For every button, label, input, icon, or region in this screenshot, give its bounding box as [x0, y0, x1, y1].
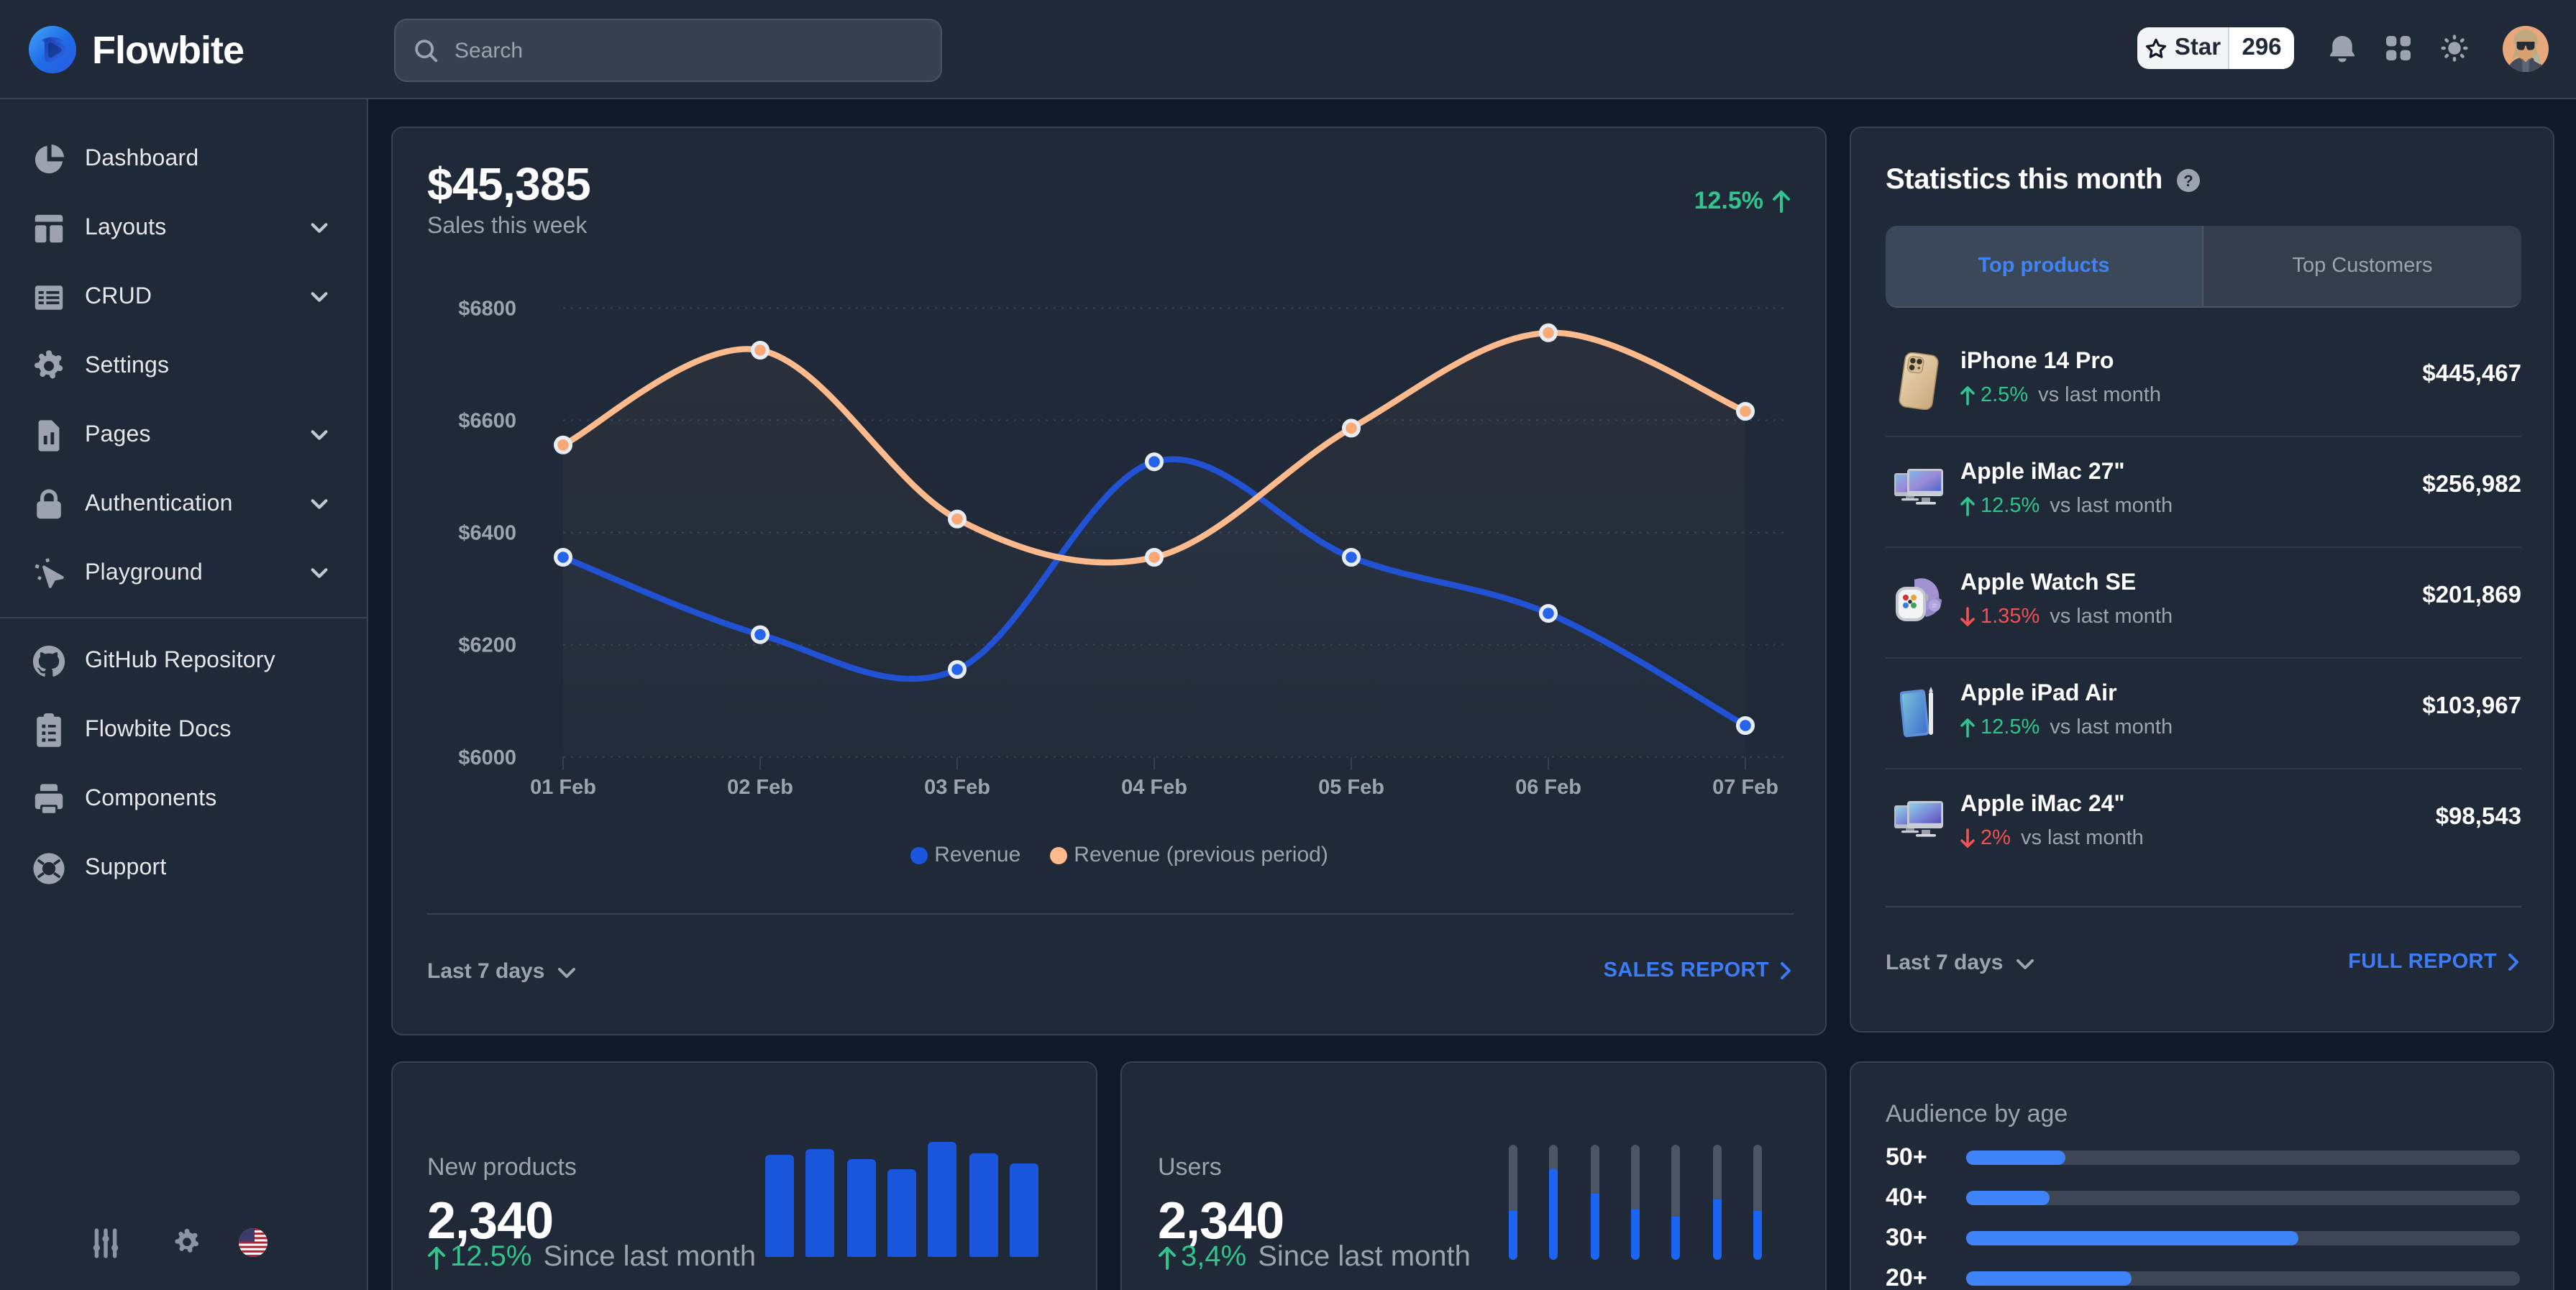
svg-text:$6600: $6600 [458, 409, 516, 432]
svg-text:06 Feb: 06 Feb [1515, 776, 1581, 799]
svg-text:04 Feb: 04 Feb [1121, 776, 1187, 799]
svg-text:$6400: $6400 [458, 522, 516, 545]
svg-text:$6000: $6000 [458, 746, 516, 769]
svg-text:07 Feb: 07 Feb [1712, 776, 1778, 799]
svg-text:$6200: $6200 [458, 634, 516, 657]
svg-text:03 Feb: 03 Feb [924, 776, 990, 799]
svg-text:$6800: $6800 [458, 297, 516, 320]
svg-text:02 Feb: 02 Feb [727, 776, 793, 799]
svg-text:01 Feb: 01 Feb [530, 776, 596, 799]
svg-text:?: ? [2183, 172, 2192, 190]
svg-text:05 Feb: 05 Feb [1318, 776, 1384, 799]
